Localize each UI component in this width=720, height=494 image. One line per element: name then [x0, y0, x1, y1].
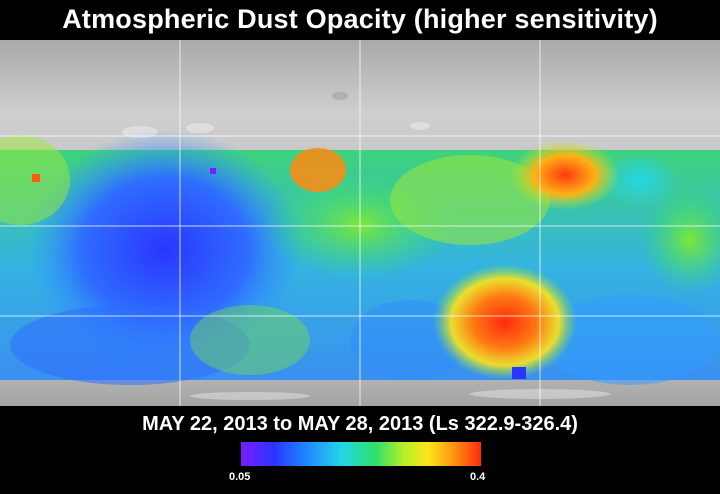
- mars-dust-map: [0, 40, 720, 406]
- colorbar: [241, 442, 481, 466]
- map-title: Atmospheric Dust Opacity (higher sensiti…: [62, 4, 658, 34]
- colorbar-min-label: 0.05: [229, 471, 251, 483]
- date-range: MAY 22, 2013 to MAY 28, 2013 (Ls 322.9-3…: [142, 413, 578, 435]
- lat-lon-grid: [0, 40, 720, 406]
- colorbar-max-label: 0.4: [470, 471, 486, 483]
- dust-opacity-overlay: [0, 40, 720, 406]
